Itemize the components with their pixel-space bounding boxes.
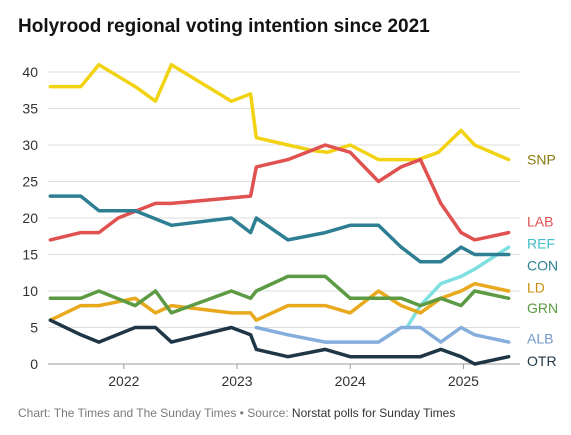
y-tick-label: 40 (22, 64, 38, 80)
footer-separator: • (236, 406, 248, 420)
series-label-alb: ALB (527, 330, 553, 346)
x-tick-label: 2022 (108, 373, 139, 389)
grid-lines (48, 71, 520, 365)
y-tick-label: 5 (30, 320, 38, 336)
series-label-grn: GRN (527, 300, 558, 316)
series-line-grn (48, 274, 511, 315)
series-line-ref (405, 245, 511, 330)
series-line-con (48, 194, 511, 264)
footer-source-label: Source: (247, 406, 292, 420)
y-tick-label: 25 (22, 174, 38, 190)
series-label-ld: LD (527, 279, 545, 295)
x-tick-label: 2024 (335, 373, 366, 389)
x-tick-label: 2025 (448, 373, 479, 389)
y-tick-label: 15 (22, 247, 38, 263)
series-line-snp (48, 62, 511, 162)
y-tick-label: 0 (30, 356, 38, 372)
series-lines (48, 62, 511, 366)
footer-credit: Chart: The Times and The Sunday Times (18, 406, 237, 420)
series-labels: SNP LAB REF CON LD GRN ALB OTR (527, 152, 558, 369)
chart-footer: Chart: The Times and The Sunday Times • … (18, 406, 455, 420)
series-line-ld (48, 281, 511, 322)
y-axis-ticks: 0 5 10 15 20 25 30 35 40 (22, 64, 38, 372)
footer-source: Norstat polls for Sunday Times (291, 406, 456, 420)
series-label-con: CON (527, 257, 558, 273)
series-line-otr (48, 318, 511, 366)
series-line-lab (48, 143, 511, 242)
x-tick-label: 2023 (221, 373, 252, 389)
y-tick-label: 20 (22, 210, 38, 226)
y-tick-label: 30 (22, 137, 38, 153)
chart-title: Holyrood regional voting intention since… (18, 16, 430, 37)
y-tick-label: 35 (22, 101, 38, 117)
y-tick-label: 10 (22, 283, 38, 299)
series-label-snp: SNP (527, 152, 556, 168)
series-label-otr: OTR (527, 353, 557, 369)
series-label-lab: LAB (527, 214, 553, 230)
series-label-ref: REF (527, 236, 555, 252)
series-line-alb (254, 325, 511, 344)
x-axis-ticks: 2022 2023 2024 2025 (108, 364, 479, 389)
